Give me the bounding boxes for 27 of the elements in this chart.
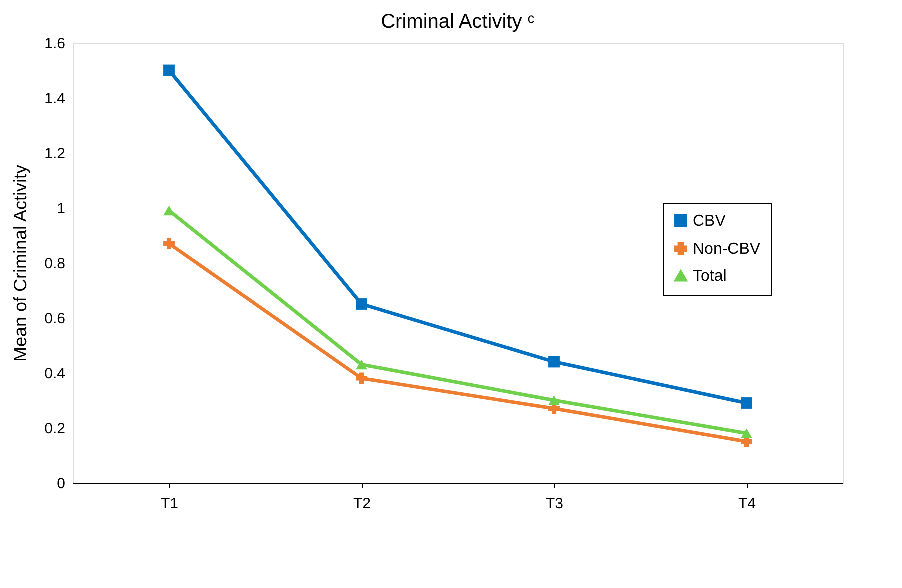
- y-tick-label: 0.8: [44, 256, 66, 272]
- x-tick-label: T3: [546, 496, 564, 512]
- point: [548, 396, 560, 406]
- legend-label: Total: [693, 268, 727, 285]
- y-tick-label: 0.4: [44, 366, 66, 382]
- legend-label: CBV: [693, 213, 726, 230]
- y-tick-label: 1.6: [44, 36, 66, 52]
- y-tick-label: 0.2: [44, 420, 66, 438]
- legend-label: Non-CBV: [693, 241, 761, 258]
- point: [741, 398, 752, 409]
- x-tick-label: T4: [738, 496, 756, 512]
- point: [356, 360, 368, 370]
- y-tick-label: 0.6: [44, 310, 66, 328]
- y-axis-title: Mean of Criminal Activity: [10, 164, 31, 362]
- point: [741, 428, 752, 438]
- point: [164, 238, 175, 250]
- y-tick-label: 1.2: [44, 146, 66, 162]
- x-tick-label: T2: [353, 496, 372, 512]
- point: [356, 298, 368, 310]
- x-tick-label: T1: [160, 496, 179, 512]
- point: [548, 356, 560, 368]
- point: [164, 64, 175, 76]
- y-tick-label: 1.4: [44, 90, 66, 108]
- y-tick-label: 0: [57, 476, 66, 492]
- chart-title: Criminal Activity ᶜ: [381, 11, 535, 33]
- y-tick-label: 1: [57, 200, 66, 218]
- point: [356, 372, 368, 384]
